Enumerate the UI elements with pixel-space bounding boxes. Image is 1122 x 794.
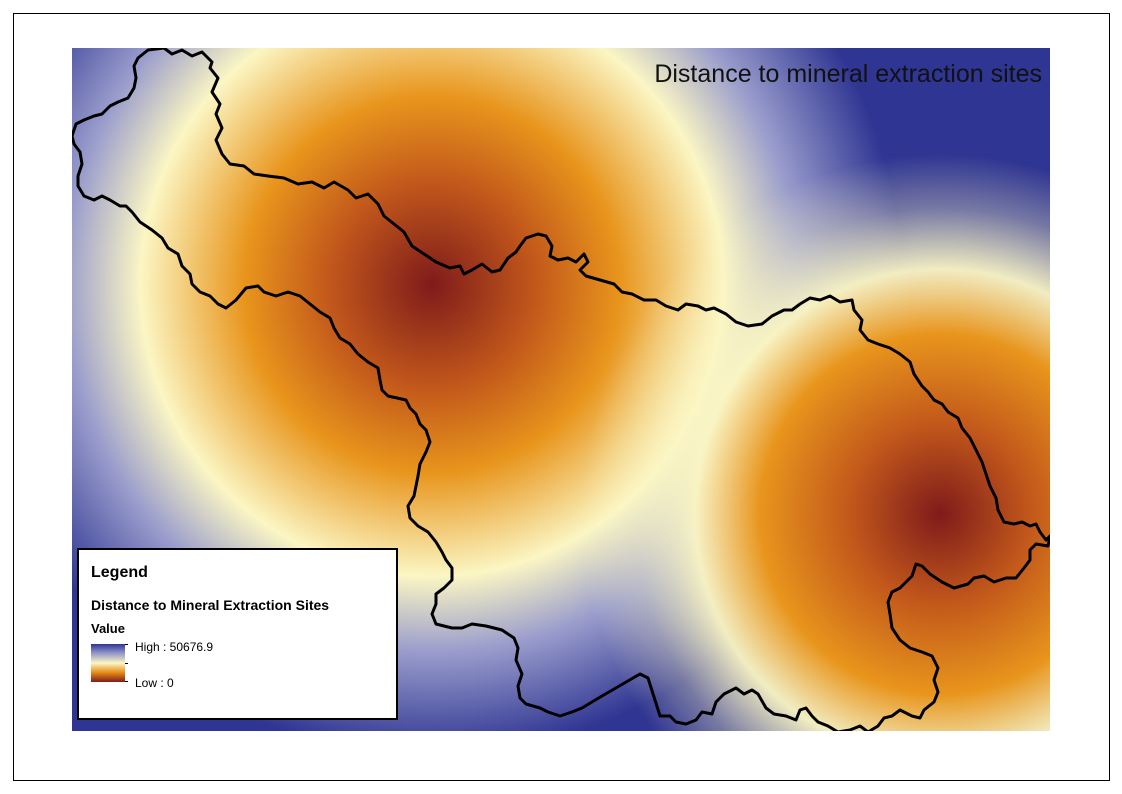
legend-tick-low [125, 681, 128, 682]
legend-title: Legend [91, 564, 148, 581]
legend-color-ramp [91, 644, 125, 682]
legend-tick-mid [125, 663, 128, 664]
region-boundary [72, 48, 1050, 731]
legend-low-label: Low : 0 [135, 676, 174, 690]
legend: Legend Distance to Mineral Extraction Si… [77, 548, 398, 720]
legend-high-label: High : 50676.9 [135, 640, 214, 654]
legend-field-name: Value [91, 621, 125, 636]
legend-tick-high [125, 644, 128, 645]
legend-layer-name: Distance to Mineral Extraction Sites [91, 597, 330, 613]
map-title: Distance to mineral extraction sites [654, 60, 1042, 88]
page-border [13, 13, 1110, 781]
